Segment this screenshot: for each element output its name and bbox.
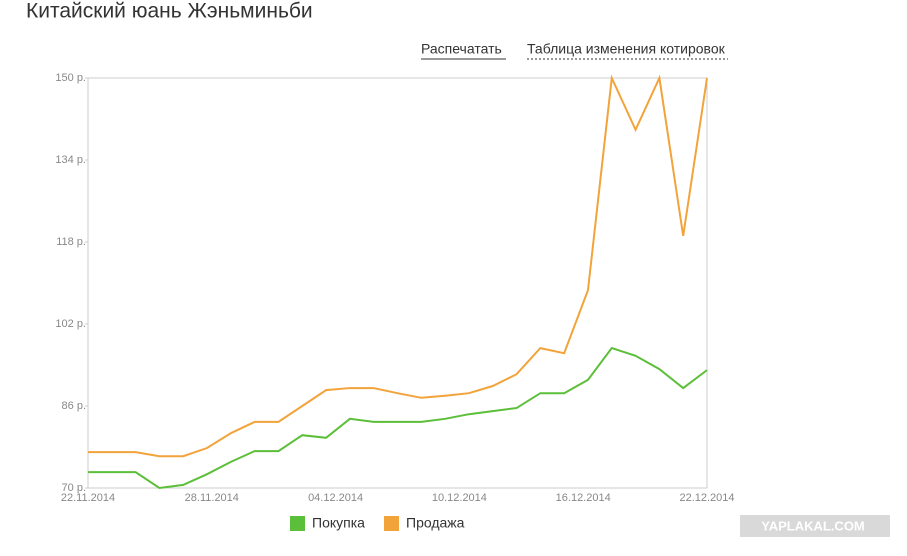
y-tick-label: 102 р. [55,318,86,330]
y-tick-label: 70 р. [62,482,86,494]
watermark: YAPLAKAL.COM [761,518,865,533]
series-line [88,74,708,458]
plot-area [87,77,708,489]
y-tick-label: 86 р. [62,400,86,412]
x-tick-label: 22.11.2014 [61,492,115,504]
x-tick-label: 04.12.2014 [308,492,363,504]
legend-swatch [290,516,305,531]
legend-swatch [384,516,399,531]
table-link[interactable]: Таблица изменения котировок [527,41,726,57]
print-link[interactable]: Распечатать [421,41,502,57]
legend-label: Продажа [406,515,465,531]
x-tick-label: 22.12.2014 [679,492,734,504]
legend-label: Покупка [312,515,365,531]
y-tick-label: 134 р. [55,154,86,166]
x-tick-label: 28.11.2014 [185,492,239,504]
x-tick-label: 10.12.2014 [432,492,487,504]
series-line [88,346,708,490]
y-tick-label: 118 р. [56,236,86,248]
x-tick-label: 16.12.2014 [556,492,611,504]
title: Китайский юань Жэньминьби [26,0,313,23]
watermark-bg [740,515,890,537]
y-tick-label: 150 р. [55,72,86,84]
